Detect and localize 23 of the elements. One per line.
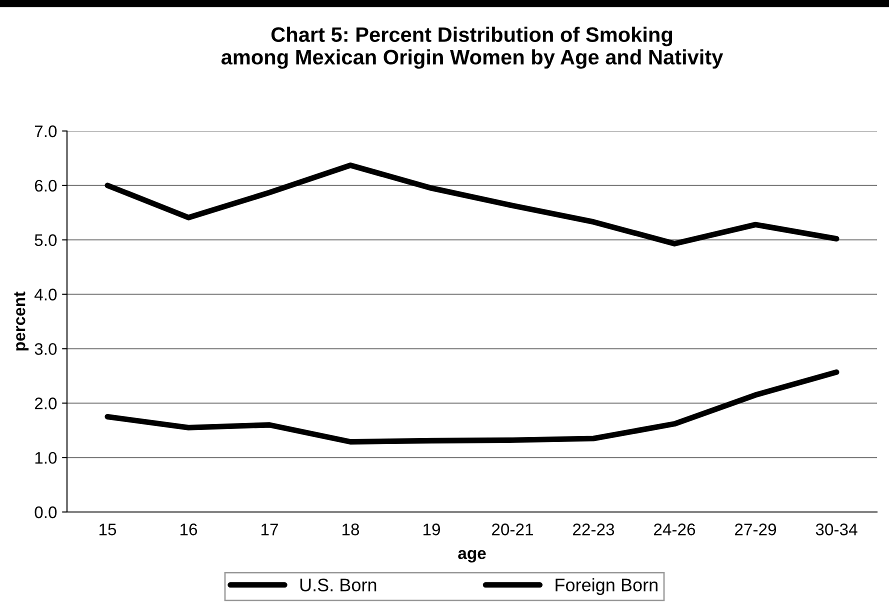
y-tick-label: 7.0 bbox=[34, 125, 57, 138]
x-tick-label: 16 bbox=[180, 524, 198, 536]
y-tick-label: 3.0 bbox=[34, 343, 57, 355]
x-tick-label: 17 bbox=[262, 524, 278, 536]
y-tick-label: 1.0 bbox=[35, 452, 57, 464]
y-tick-label: 5.0 bbox=[34, 234, 57, 246]
x-tick-label: 19 bbox=[424, 524, 440, 536]
x-tick-label: 30-34 bbox=[816, 524, 858, 536]
chart-title: Chart 5: Percent Distribution of Smoking among Mexican Origin Women by Age and Nativity bbox=[221, 26, 724, 69]
legend-label: Foreign Born bbox=[556, 578, 658, 595]
x-tick-label: 18 bbox=[342, 524, 360, 536]
y-axis-title: percent bbox=[14, 292, 29, 350]
x-tick-label: 22-23 bbox=[573, 524, 614, 536]
x-tick-label: 27-29 bbox=[735, 524, 776, 536]
legend-label: U.S. Born bbox=[300, 578, 376, 592]
y-tick-label: 6.0 bbox=[34, 180, 57, 192]
y-tick-label: 0.0 bbox=[34, 506, 57, 518]
x-tick-label: 15 bbox=[100, 524, 116, 536]
x-axis-title: age bbox=[458, 550, 486, 563]
x-tick-label: 24-26 bbox=[654, 524, 696, 536]
y-tick-label: 2.0 bbox=[34, 398, 57, 410]
y-tick-label: 4.0 bbox=[34, 288, 57, 300]
x-tick-label: 20-21 bbox=[492, 524, 533, 536]
